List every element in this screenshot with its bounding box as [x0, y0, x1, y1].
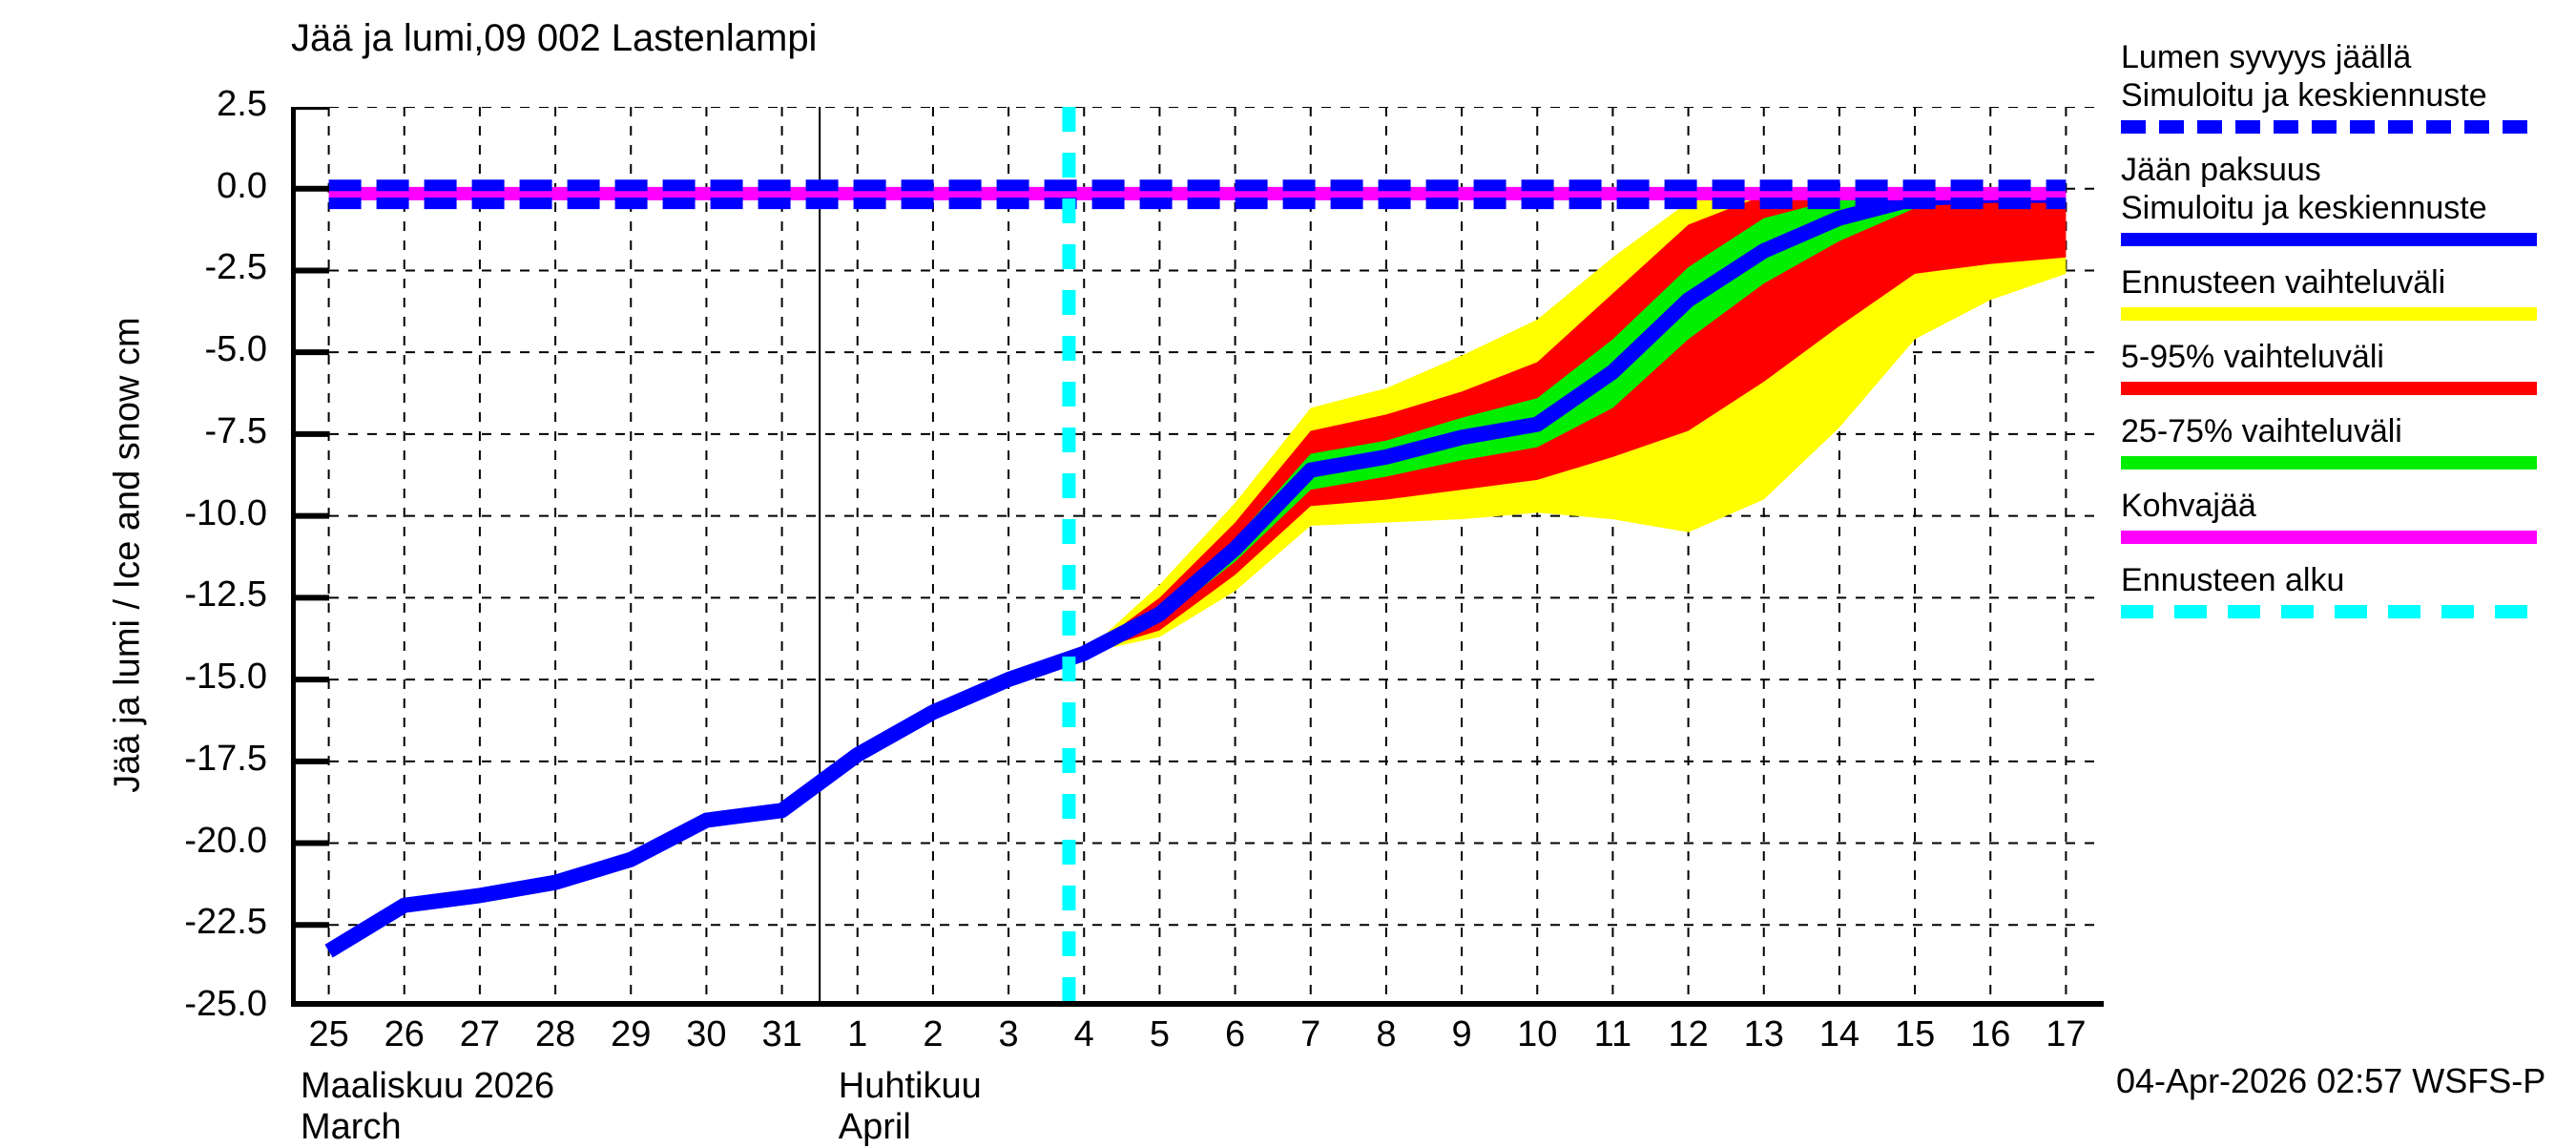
x-tick-label: 29 [611, 1014, 652, 1054]
x-tick-label: 4 [1073, 1014, 1094, 1054]
legend-swatch [2121, 605, 2537, 618]
month-left-en: March [301, 1107, 402, 1147]
x-tick-label: 9 [1451, 1014, 1472, 1054]
x-tick-label: 25 [308, 1014, 349, 1054]
x-tick-label: 12 [1668, 1014, 1709, 1054]
month-right-en: April [838, 1107, 911, 1147]
legend-label-primary: Jään paksuus [2121, 152, 2321, 188]
x-tick-label: 31 [761, 1014, 802, 1054]
legend-swatch [2121, 307, 2537, 321]
y-tick-label: -20.0 [184, 820, 267, 861]
legend-label-primary: Kohvajää [2121, 488, 2256, 524]
footer-timestamp: 04-Apr-2026 02:57 WSFS-P [2116, 1061, 2546, 1100]
legend-swatch [2121, 456, 2537, 470]
legend-label-secondary: Simuloitu ja keskiennuste [2121, 190, 2487, 226]
legend-item-forecast-range: Ennusteen vaihteluväli [2121, 263, 2569, 321]
y-tick-label: -15.0 [184, 657, 267, 698]
month-label-right: Huhtikuu April [839, 1066, 982, 1148]
x-tick-label: 11 [1593, 1014, 1632, 1054]
legend: Lumen syvyys jäällä Simuloitu ja keskienn… [2121, 38, 2569, 636]
legend-item-forecast-start: Ennusteen alku [2121, 561, 2569, 618]
y-tick-label: -7.5 [204, 410, 267, 451]
x-tick-label: 30 [686, 1014, 727, 1054]
legend-swatch [2121, 382, 2537, 395]
y-tick-label: 0.0 [217, 165, 267, 206]
y-tick-label: -12.5 [184, 574, 267, 616]
y-tick-label: -25.0 [184, 984, 267, 1024]
legend-label-primary: Ennusteen alku [2121, 562, 2345, 598]
x-tick-label: 6 [1225, 1014, 1246, 1054]
x-tick-label: 3 [998, 1014, 1019, 1054]
y-tick-label: -17.5 [184, 738, 267, 779]
legend-label-secondary: Simuloitu ja keskiennuste [2121, 77, 2487, 114]
y-tick-label: -5.0 [204, 329, 267, 370]
x-tick-label: 8 [1376, 1014, 1397, 1054]
x-tick-label: 1 [847, 1014, 868, 1054]
x-tick-label: 7 [1300, 1014, 1321, 1054]
month-label-left: Maaliskuu 2026 March [301, 1066, 554, 1148]
page-title: Jää ja lumi,09 002 Lastenlampi [291, 17, 818, 59]
legend-swatch [2121, 531, 2537, 544]
x-tick-label: 17 [2046, 1014, 2087, 1054]
legend-item-range-5-95: 5-95% vaihteluväli [2121, 338, 2569, 395]
legend-label-primary: 25-75% vaihteluväli [2121, 413, 2402, 449]
legend-swatch [2121, 233, 2537, 246]
y-tick-label: -2.5 [204, 247, 267, 288]
legend-label-primary: Ennusteen vaihteluväli [2121, 264, 2446, 301]
ice-thickness-line [324, 187, 2067, 958]
y-tick-label: -22.5 [184, 902, 267, 943]
plot-area [291, 107, 2104, 1007]
x-tick-label: 26 [384, 1014, 425, 1054]
legend-item-ice-thickness: Jään paksuus Simuloitu ja keskiennuste [2121, 151, 2569, 246]
legend-item-range-25-75: 25-75% vaihteluväli [2121, 412, 2569, 470]
x-tick-label: 16 [1970, 1014, 2011, 1054]
x-tick-label: 15 [1894, 1014, 1936, 1054]
x-tick-label: 28 [534, 1014, 576, 1054]
plot-svg [291, 107, 2104, 1007]
y-axis-ticks: 2.5 0.0 -2.5 -5.0 -7.5 -10.0 -12.5 -15.0 -17.5 -2… [95, 0, 267, 1145]
x-tick-label: 14 [1818, 1014, 1860, 1054]
x-tick-label: 27 [459, 1014, 501, 1054]
x-tick-label: 2 [923, 1014, 944, 1054]
month-left-fi: Maaliskuu 2026 [301, 1066, 555, 1106]
legend-label-primary: 5-95% vaihteluväli [2121, 339, 2384, 375]
legend-swatch [2121, 120, 2537, 134]
legend-label-primary: Lumen syvyys jäällä [2121, 39, 2412, 75]
legend-item-snow-depth-on-ice: Lumen syvyys jäällä Simuloitu ja keskienn… [2121, 38, 2569, 134]
month-right-fi: Huhtikuu [838, 1066, 982, 1106]
y-tick-label: 2.5 [217, 84, 267, 124]
x-tick-label: 5 [1149, 1014, 1170, 1054]
forecast-band [1084, 195, 2067, 654]
y-tick-label: -10.0 [184, 492, 267, 533]
legend-item-slush-ice: Kohvajää [2121, 487, 2569, 544]
x-tick-label: 10 [1517, 1014, 1558, 1054]
x-tick-label: 13 [1743, 1014, 1784, 1054]
